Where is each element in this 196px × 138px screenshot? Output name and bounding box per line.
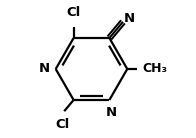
Text: N: N bbox=[38, 63, 50, 75]
Text: N: N bbox=[105, 106, 117, 119]
Text: Cl: Cl bbox=[55, 118, 70, 131]
Text: Cl: Cl bbox=[66, 6, 81, 19]
Text: N: N bbox=[124, 12, 135, 25]
Text: CH₃: CH₃ bbox=[143, 63, 168, 75]
